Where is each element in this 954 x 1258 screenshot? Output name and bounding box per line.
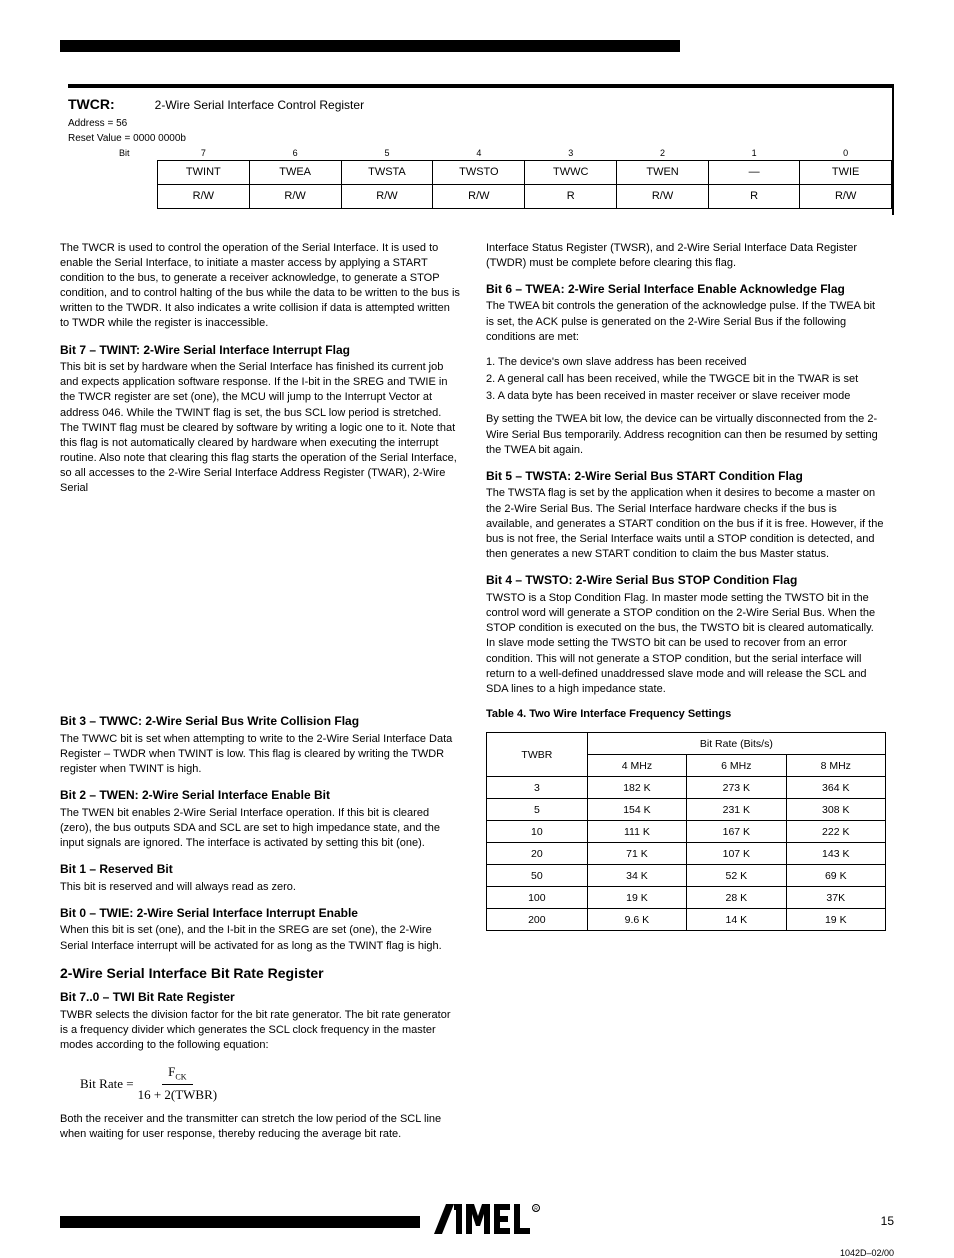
table4-caption: Table 4. Two Wire Interface Frequency Se… (486, 707, 886, 722)
bit1-header: Bit 1 – Reserved Bit (60, 861, 460, 878)
left-column: The TWCR is used to control the operatio… (60, 241, 460, 708)
t4-col0: TWBR (487, 733, 588, 777)
svg-text:R: R (534, 1207, 538, 1213)
eq-lhs: Bit Rate = (80, 1075, 134, 1093)
bit6-li1: 1. The device's own slave address has be… (486, 355, 886, 370)
page-number: 15 (881, 1214, 894, 1228)
register-reset: Reset Value = 0000 0000b (68, 133, 892, 144)
bit6-para2: By setting the TWEA bit low, the device … (486, 412, 886, 458)
bit3-para: The TWWC bit is set when attempting to w… (60, 732, 460, 778)
twbr-para2: Both the receiver and the transmitter ca… (60, 1112, 460, 1142)
body-columns-2: Bit 3 – TWWC: 2-Wire Serial Bus Write Co… (60, 707, 894, 1152)
bit7-para1: This bit is set by hardware when the Ser… (60, 360, 460, 497)
bit0-para: When this bit is set (one), and the I-bi… (60, 923, 460, 953)
right-column-2: Table 4. Two Wire Interface Frequency Se… (486, 707, 886, 1152)
bit6-header: Bit 6 – TWEA: 2-Wire Serial Interface En… (486, 281, 886, 298)
t4-group-header: Bit Rate (Bits/s) (587, 733, 885, 755)
table-row: 5034 K52 K69 K (487, 865, 886, 887)
frequency-table: TWBR Bit Rate (Bits/s) 4 MHz 6 MHz 8 MHz… (486, 732, 886, 931)
bit0-header: Bit 0 – TWIE: 2-Wire Serial Interface In… (60, 905, 460, 922)
table-row: 2071 K107 K143 K (487, 843, 886, 865)
eq-denominator: 16 + 2(TWBR) (138, 1085, 218, 1104)
body-columns: The TWCR is used to control the operatio… (60, 241, 894, 708)
bit-label: Bit (118, 146, 157, 160)
register-box: TWCR: 2-Wire Serial Interface Control Re… (68, 84, 894, 215)
bit6-li3: 3. A data byte has been received in mast… (486, 389, 886, 404)
left-column-2: Bit 3 – TWWC: 2-Wire Serial Bus Write Co… (60, 707, 460, 1152)
bit5-header: Bit 5 – TWSTA: 2-Wire Serial Bus START C… (486, 468, 886, 485)
header-rule (60, 40, 680, 52)
table-row: 2009.6 K14 K19 K (487, 909, 886, 931)
twbr-para1: TWBR selects the division factor for the… (60, 1008, 460, 1054)
bit1-para: This bit is reserved and will always rea… (60, 880, 460, 895)
table-row: 10019 K28 K37K (487, 887, 886, 909)
intro-para: The TWCR is used to control the operatio… (60, 241, 460, 332)
register-address: Address = 56 (68, 118, 892, 129)
bit7-para2: Interface Status Register (TWSR), and 2-… (486, 241, 886, 271)
twbr-bit-header: Bit 7..0 – TWI Bit Rate Register (60, 989, 460, 1006)
bit7-header: Bit 7 – TWINT: 2-Wire Serial Interface I… (60, 342, 460, 359)
table-row: 10111 K167 K222 K (487, 821, 886, 843)
bitfield-table: Bit 7 6 5 4 3 2 1 0 TWINT TWEA TWSTA TWS… (118, 146, 892, 209)
table-row: 3182 K273 K364 K (487, 777, 886, 799)
bit2-para: The TWEN bit enables 2-Wire Serial Inter… (60, 806, 460, 852)
atmel-logo: R (432, 1202, 542, 1240)
bit6-para1: The TWEA bit controls the generation of … (486, 299, 886, 345)
twbr-section-title: 2-Wire Serial Interface Bit Rate Registe… (60, 964, 460, 983)
footer: R 15 1042D–02/00 (60, 1216, 894, 1228)
bit5-para: The TWSTA flag is set by the application… (486, 486, 886, 562)
bit2-header: Bit 2 – TWEN: 2-Wire Serial Interface En… (60, 787, 460, 804)
bit4-header: Bit 4 – TWSTO: 2-Wire Serial Bus STOP Co… (486, 572, 886, 589)
table-row: 5154 K231 K308 K (487, 799, 886, 821)
eq-numerator: FCK (162, 1063, 192, 1085)
register-name: TWCR: (68, 96, 115, 112)
bit4-para: TWSTO is a Stop Condition Flag. In maste… (486, 591, 886, 697)
bit6-li2: 2. A general call has been received, whi… (486, 372, 886, 387)
bitrate-equation: Bit Rate = FCK 16 + 2(TWBR) (80, 1063, 460, 1104)
register-desc: 2-Wire Serial Interface Control Register (155, 98, 364, 112)
document-id: 1042D–02/00 (840, 1248, 894, 1258)
right-column: Interface Status Register (TWSR), and 2-… (486, 241, 886, 708)
footer-rule (60, 1216, 420, 1228)
bit3-header: Bit 3 – TWWC: 2-Wire Serial Bus Write Co… (60, 713, 460, 730)
